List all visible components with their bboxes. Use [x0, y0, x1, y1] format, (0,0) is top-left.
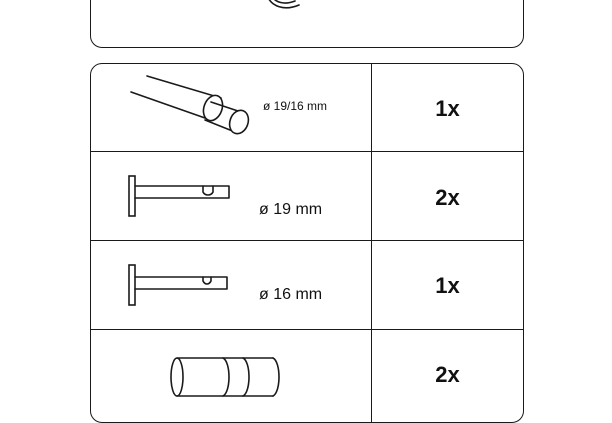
table-row: ø 19/16 mm 1x — [91, 64, 523, 151]
bracket-16mm-quantity: 1x — [435, 273, 460, 298]
bracket-16mm-illustration — [128, 264, 228, 306]
column-divider — [371, 64, 372, 422]
table-row: 2x — [91, 330, 523, 422]
table-row: ø 16 mm 1x — [91, 241, 523, 329]
bracket-19mm-quantity: 2x — [435, 185, 460, 210]
rod-dimension-label: ø 19/16 mm — [263, 99, 328, 113]
top-illustration-panel — [90, 0, 524, 48]
bracket-19mm-dimension-label: ø 19 mm — [259, 201, 323, 218]
curtain-rod-illustration — [130, 75, 250, 135]
bracket-16mm-dimension-label: ø 16 mm — [259, 286, 323, 303]
row-divider — [91, 329, 523, 330]
connector-quantity: 2x — [435, 362, 460, 387]
row-divider — [91, 240, 523, 241]
row-divider — [91, 151, 523, 152]
rod-connector-illustration — [170, 357, 280, 397]
finial-fragment-illustration — [268, 0, 300, 9]
rod-quantity: 1x — [435, 96, 460, 121]
parts-table: ø 19/16 mm 1x ø 19 mm 2x ø 16 mm 1x — [90, 63, 524, 423]
table-row: ø 19 mm 2x — [91, 152, 523, 240]
bracket-19mm-illustration — [128, 175, 230, 217]
